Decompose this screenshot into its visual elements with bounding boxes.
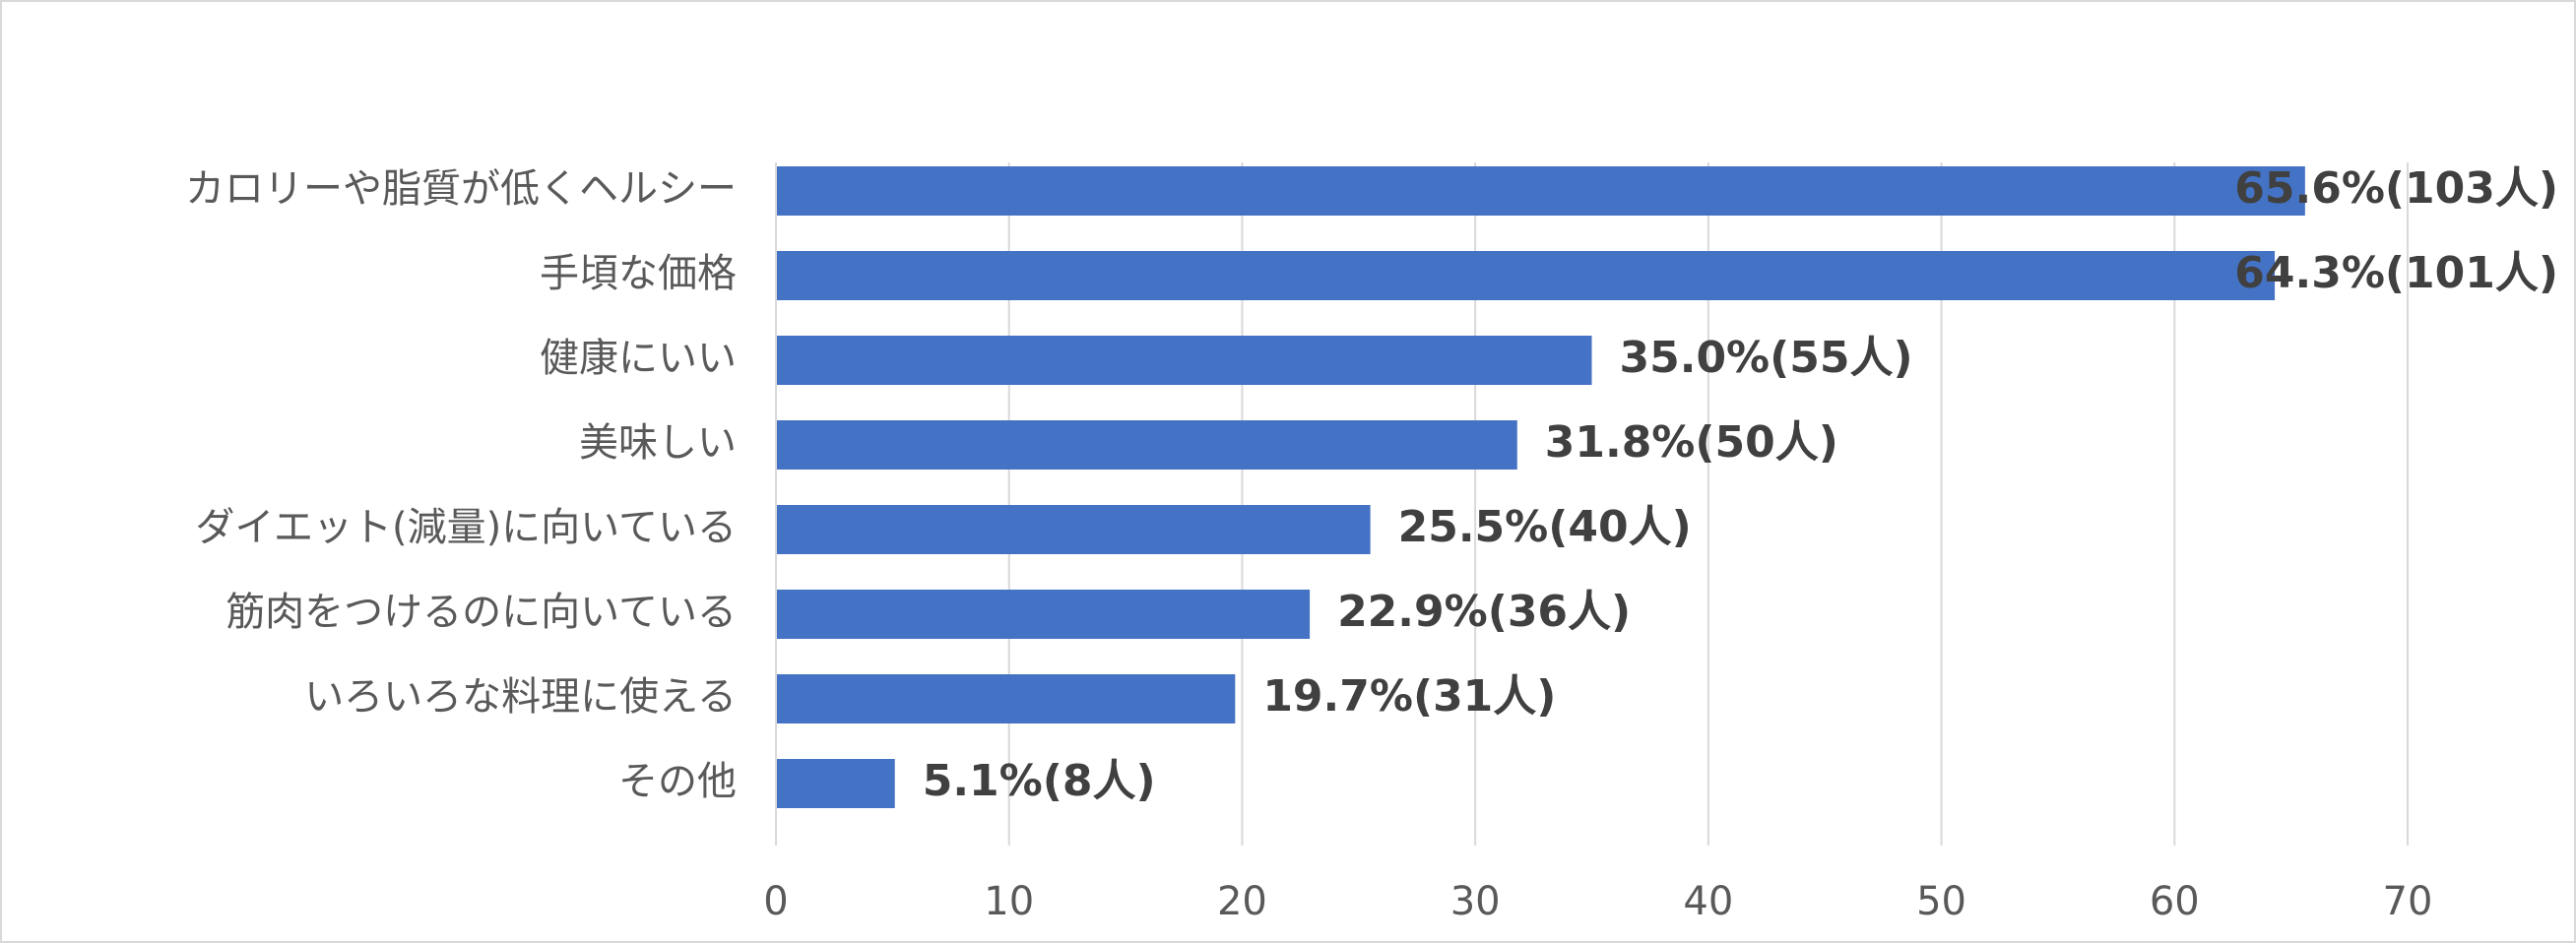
category-label: その他 (618, 759, 737, 804)
x-tick-label: 50 (1916, 879, 1966, 924)
bar-4 (776, 420, 1517, 470)
category-label: 美味しい (579, 420, 737, 466)
x-tick-labels: 0 10 20 30 40 50 60 70 (763, 879, 2432, 924)
data-label: 25.5%(40人) (1398, 502, 1692, 552)
data-label: 22.9%(36人) (1337, 587, 1631, 637)
category-label: カロリーや脂質が低くヘルシー (185, 166, 737, 212)
bar-2 (776, 251, 2276, 300)
data-label: 64.3%(101人) (2234, 248, 2558, 298)
x-tick-label: 30 (1450, 879, 1501, 924)
data-label: 35.0%(55人) (1620, 333, 1913, 383)
category-label: 健康にいい (540, 336, 737, 381)
x-tick-label: 70 (2383, 879, 2433, 924)
category-label: ダイエット(減量)に向いている (195, 505, 737, 550)
data-label: 65.6%(103人) (2234, 163, 2558, 214)
category-label: いろいろな料理に使える (304, 674, 737, 720)
bars (776, 166, 2305, 808)
data-label: 5.1%(8人) (923, 756, 1156, 806)
category-label: 手頃な価格 (540, 251, 737, 296)
category-label: 筋肉をつけるのに向いている (225, 590, 737, 635)
bar-5 (776, 505, 1371, 554)
data-labels: 65.6%(103人) 64.3%(101人) 35.0%(55人) 31.8%(50… (923, 163, 2558, 806)
data-label: 31.8%(50人) (1545, 417, 1838, 468)
x-tick-label: 40 (1683, 879, 1733, 924)
data-label: 19.7%(31人) (1262, 671, 1556, 722)
x-tick-label: 60 (2150, 879, 2200, 924)
x-tick-label: 0 (763, 879, 788, 924)
category-labels: カロリーや脂質が低くヘルシー手頃な価格健康にいい美味しいダイエット(減量)に向い… (185, 166, 737, 804)
bar-3 (776, 336, 1592, 385)
bar-1 (776, 166, 2305, 216)
x-tick-label: 20 (1217, 879, 1267, 924)
x-tick-label: 10 (984, 879, 1034, 924)
bar-8 (776, 759, 895, 808)
bar-7 (776, 674, 1236, 723)
bar-6 (776, 590, 1311, 639)
